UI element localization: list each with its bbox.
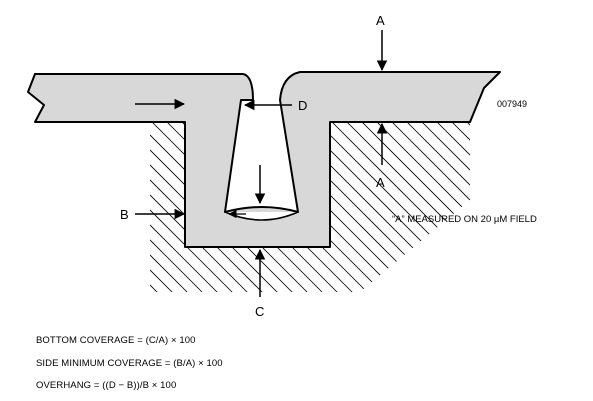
hatch-line — [384, 122, 470, 292]
measurement-note: “A” MEASURED ON 20 µM FIELD — [392, 214, 537, 225]
hatch-line — [150, 122, 181, 292]
hatch-line — [550, 100, 593, 300]
hatch-line — [150, 122, 196, 292]
hatch-line — [0, 100, 60, 300]
hatch-line — [0, 100, 135, 300]
label-b: B — [120, 207, 129, 222]
label-a-top: A — [376, 13, 385, 28]
hatch-line — [0, 100, 45, 300]
hatch-line — [309, 122, 470, 292]
hatch-line — [150, 122, 241, 292]
hatch-line — [414, 122, 470, 292]
hatch-line — [520, 100, 593, 300]
hatch-line — [0, 100, 75, 300]
label-a-bottom: A — [376, 175, 385, 190]
hatch-line — [459, 122, 470, 292]
hatch-line — [0, 100, 30, 300]
hatch-line — [475, 100, 593, 300]
hatch-line — [565, 100, 593, 300]
hatch-line — [249, 122, 451, 292]
hatch-line — [505, 100, 593, 300]
hatch-line — [0, 100, 120, 300]
hatch-line — [150, 122, 166, 292]
formula-overhang: OVERHANG = ((D − B))/B × 100 — [36, 380, 177, 391]
hatch-line — [535, 100, 593, 300]
hatch-line — [150, 122, 151, 292]
hatch-line — [339, 122, 470, 292]
formula-bottom-coverage: BOTTOM COVERAGE = (C/A) × 100 — [36, 335, 196, 346]
formula-side-minimum-coverage: SIDE MINIMUM COVERAGE = (B/A) × 100 — [36, 358, 223, 369]
hatch-line — [429, 122, 470, 292]
hatch-line — [369, 122, 470, 292]
hatch-line — [150, 122, 271, 292]
hatch-line — [580, 100, 593, 300]
label-c: C — [255, 304, 264, 319]
label-d: D — [298, 98, 307, 113]
hatch-line — [150, 122, 211, 292]
hatch-line — [324, 122, 470, 292]
hatch-line — [0, 100, 15, 300]
hatch-line — [444, 122, 470, 292]
hatch-line — [0, 100, 90, 300]
hatch-line — [234, 122, 436, 292]
figure-id: 007949 — [497, 99, 527, 109]
hatch-line — [150, 122, 256, 292]
hatch-line — [0, 100, 105, 300]
hatch-line — [354, 122, 470, 292]
hatch-line — [490, 100, 593, 300]
hatch-line — [150, 122, 226, 292]
hatch-line — [399, 122, 470, 292]
